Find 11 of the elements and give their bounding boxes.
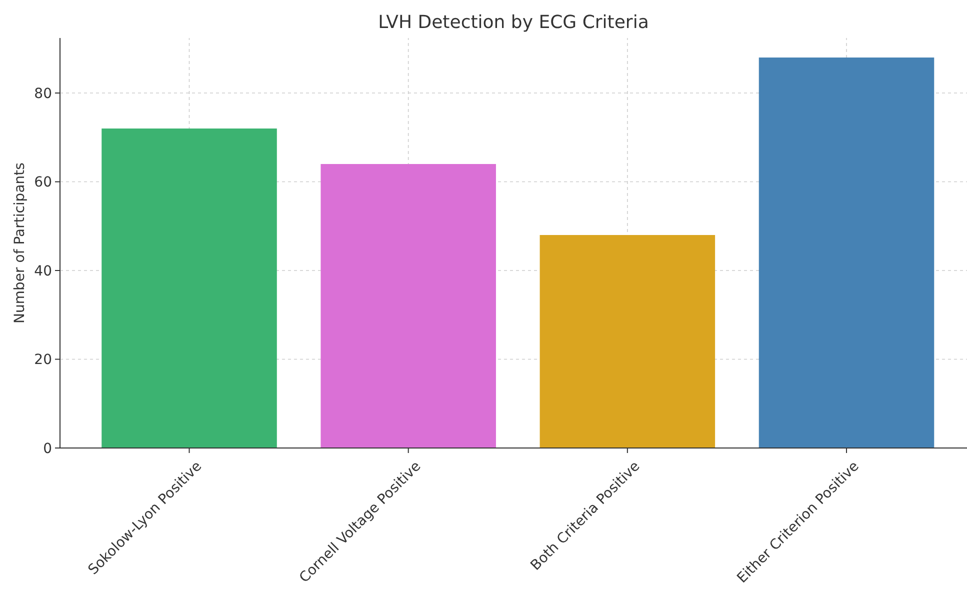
- chart-title: LVH Detection by ECG Criteria: [378, 12, 649, 33]
- y-tick-label: 60: [34, 174, 52, 191]
- bar: [102, 128, 277, 448]
- y-tick-label: 40: [34, 263, 52, 280]
- y-tick-label: 0: [43, 440, 52, 457]
- bar: [758, 58, 934, 448]
- bar: [540, 235, 716, 448]
- y-tick-label: 80: [34, 86, 52, 102]
- bar: [320, 164, 496, 448]
- y-axis-title: Number of Participants: [12, 162, 28, 324]
- y-tick-label: 20: [34, 352, 52, 368]
